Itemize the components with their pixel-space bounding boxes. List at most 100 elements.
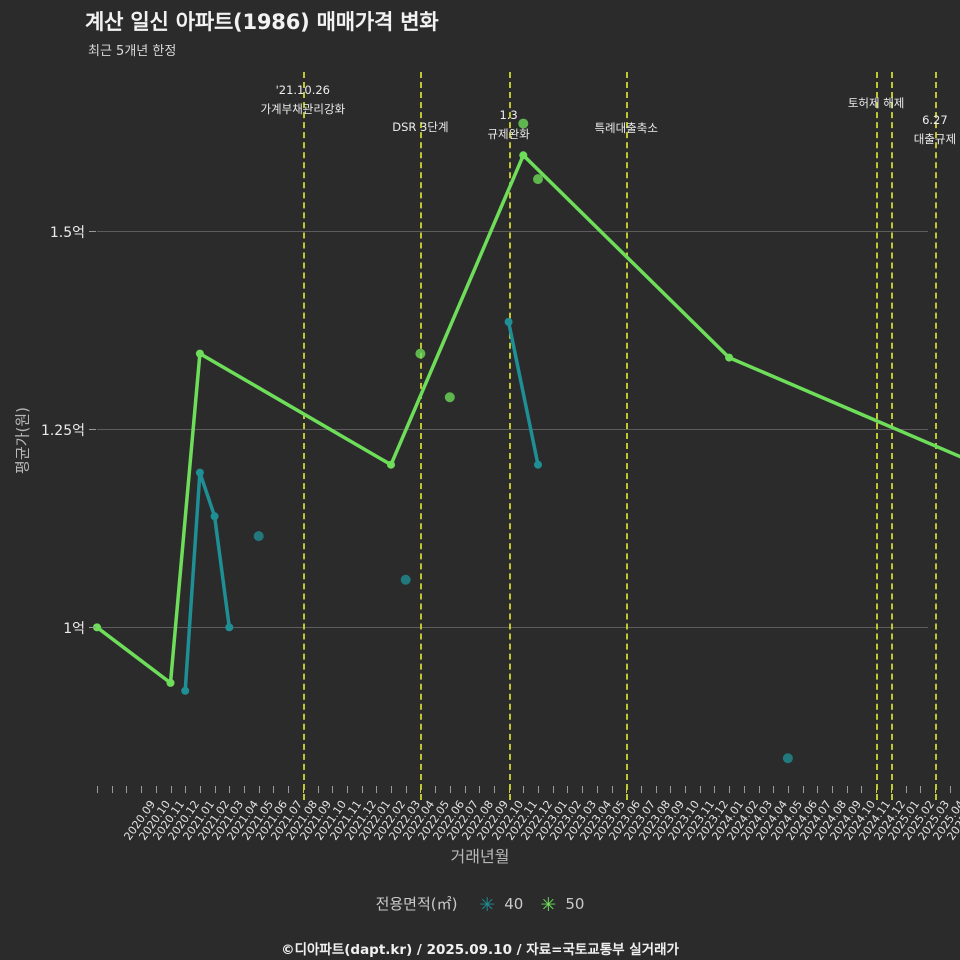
annotation-label: 대출규제 xyxy=(913,132,957,146)
x-tick-mark xyxy=(405,786,407,793)
x-tick-mark xyxy=(905,786,907,793)
x-tick-mark xyxy=(685,786,686,793)
x-tick-mark xyxy=(861,786,863,793)
legend-marker-icon: ✳ xyxy=(479,894,496,916)
x-tick-mark xyxy=(111,786,113,793)
x-tick-mark xyxy=(317,786,319,793)
x-tick-mark xyxy=(376,786,378,793)
chart-subtitle: 최근 5개년 한정 xyxy=(88,44,177,59)
y-tick-label: 1억 xyxy=(63,621,85,638)
data-point-50 xyxy=(725,353,734,362)
x-tick-mark xyxy=(449,786,451,793)
x-tick-mark xyxy=(876,786,878,793)
x-tick-mark xyxy=(332,786,334,793)
x-tick-mark xyxy=(655,786,657,793)
data-point-40 xyxy=(195,468,204,477)
x-tick-mark xyxy=(934,786,936,793)
annotation-vline xyxy=(420,72,423,800)
data-point-40 xyxy=(400,574,411,585)
x-tick-mark xyxy=(773,786,775,793)
x-tick-mark xyxy=(361,786,363,793)
x-tick-mark xyxy=(391,786,392,793)
annotation-vline xyxy=(626,72,629,800)
legend-item-50[interactable]: ✳ 50 xyxy=(537,894,584,916)
x-tick-mark xyxy=(817,786,819,793)
x-tick-mark xyxy=(758,786,760,793)
x-tick-mark xyxy=(670,786,672,793)
annotation-vline xyxy=(890,72,893,800)
gridline xyxy=(97,230,928,232)
x-tick-mark xyxy=(949,786,951,793)
annotation-label: 6.27 xyxy=(922,113,948,127)
data-point-50 xyxy=(533,174,543,185)
legend-marker-icon: ✳ xyxy=(540,894,557,916)
annotation-vline xyxy=(302,72,305,800)
y-tick-mark xyxy=(89,627,96,629)
x-tick-mark xyxy=(640,786,642,793)
x-tick-mark xyxy=(141,786,143,793)
x-tick-mark xyxy=(435,786,437,793)
x-tick-mark xyxy=(244,786,245,793)
annotation-vline xyxy=(876,72,879,800)
x-tick-mark xyxy=(214,786,216,793)
x-tick-mark xyxy=(302,786,304,793)
annotation-label: 규제완화 xyxy=(487,127,530,141)
legend-item-40[interactable]: ✳ 40 xyxy=(476,894,523,916)
x-tick-mark xyxy=(185,786,187,793)
legend: 전용면적(㎡) ✳ 40 ✳ 50 xyxy=(0,893,960,916)
data-point-50 xyxy=(444,392,455,403)
x-tick-mark xyxy=(199,786,201,793)
x-tick-mark xyxy=(846,786,848,793)
x-tick-mark xyxy=(596,786,598,793)
data-point-50 xyxy=(415,348,426,359)
annotation-label: 1.3 xyxy=(499,108,518,122)
x-tick-mark xyxy=(832,786,833,793)
x-tick-mark xyxy=(920,786,922,793)
y-tick-label: 1.25억 xyxy=(40,423,85,439)
x-tick-mark xyxy=(170,786,172,793)
legend-items: ✳ 40 ✳ 50 xyxy=(462,894,584,916)
x-tick-mark xyxy=(420,786,422,793)
data-point-40 xyxy=(253,531,264,542)
data-point-40 xyxy=(181,686,190,695)
y-tick-mark xyxy=(89,230,96,232)
x-tick-mark xyxy=(729,786,731,793)
x-axis-ticks xyxy=(97,786,951,794)
series-line-40 xyxy=(506,320,540,467)
gridline xyxy=(97,429,928,430)
x-tick-mark xyxy=(890,786,892,793)
annotation-label: '21.10.26 xyxy=(275,83,330,97)
data-point-50 xyxy=(93,623,101,632)
page-title: 계산 일신 아파트(1986) 매매가격 변화 xyxy=(85,10,439,34)
annotation-label: 특례대출축소 xyxy=(594,121,658,135)
y-tick-mark xyxy=(89,429,96,430)
gridline xyxy=(97,627,928,629)
data-point-40 xyxy=(225,623,234,632)
x-tick-mark xyxy=(787,786,789,793)
x-tick-mark xyxy=(258,786,260,793)
x-tick-mark xyxy=(155,786,157,793)
x-tick-mark xyxy=(273,786,275,793)
series-line-40 xyxy=(183,470,232,693)
data-point-50 xyxy=(518,118,529,129)
data-point-40 xyxy=(782,753,793,764)
x-tick-mark xyxy=(582,786,584,793)
annotation-label: DSR 3단계 xyxy=(392,120,449,134)
y-tick-label: 1.5억 xyxy=(49,224,85,241)
legend-title: 전용면적(㎡) xyxy=(375,895,458,913)
x-tick-mark xyxy=(802,786,804,793)
x-tick-mark xyxy=(346,786,348,793)
data-point-40 xyxy=(210,512,219,521)
x-tick-mark xyxy=(611,786,613,793)
x-tick-mark xyxy=(626,786,628,793)
x-tick-mark xyxy=(508,786,510,793)
x-tick-mark xyxy=(552,786,554,793)
data-point-50 xyxy=(519,151,528,160)
series-layer xyxy=(93,118,960,764)
data-point-50 xyxy=(166,678,175,687)
legend-item-label: 50 xyxy=(565,895,585,913)
x-tick-mark xyxy=(97,786,98,793)
data-point-50 xyxy=(195,349,204,358)
x-tick-mark xyxy=(523,786,525,793)
